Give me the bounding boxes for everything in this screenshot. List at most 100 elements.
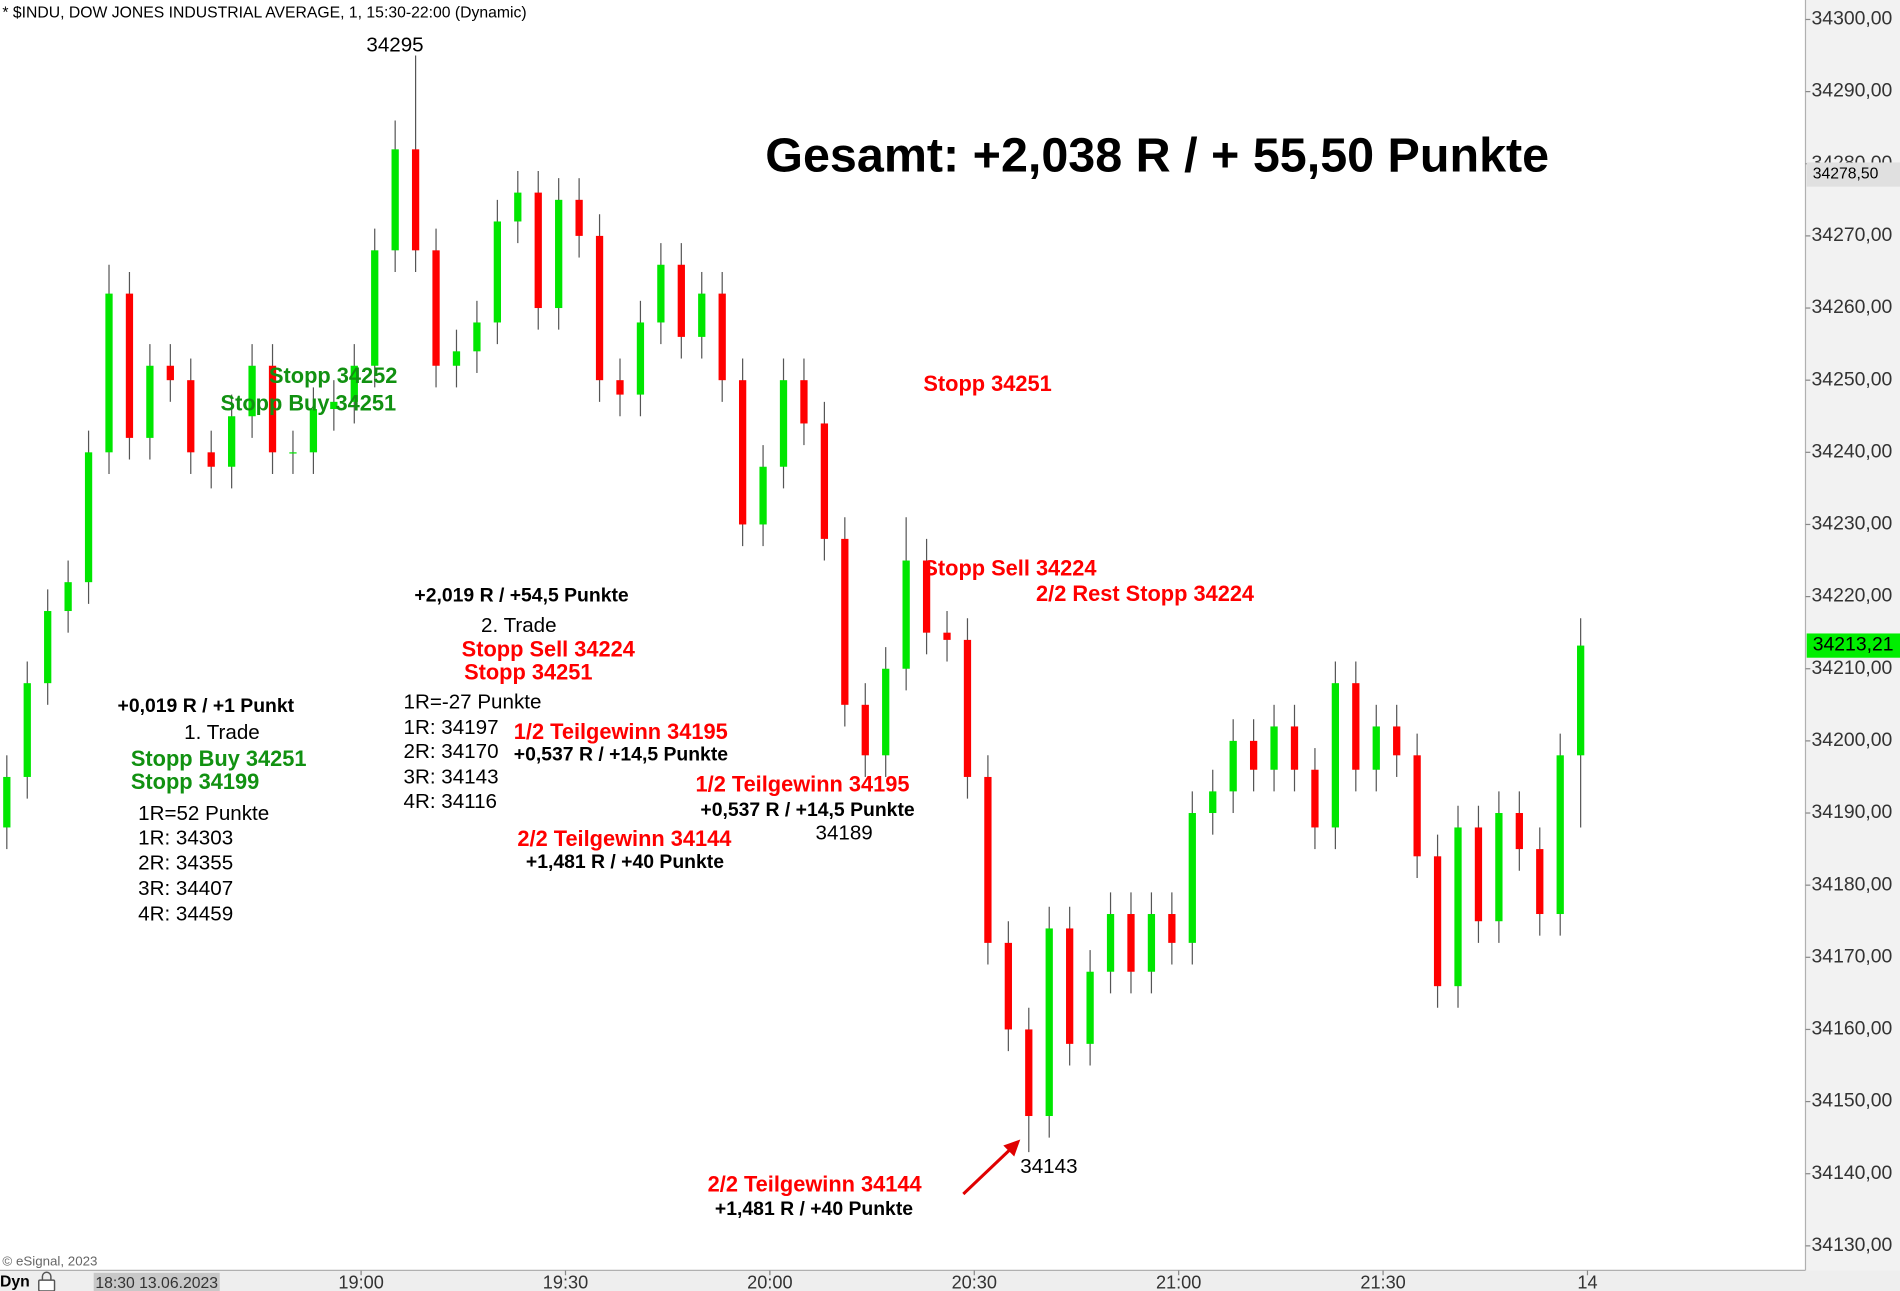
annotation: Stopp 34251: [464, 660, 592, 685]
candle-body: [1168, 914, 1176, 943]
y-tick-label: 34190,00: [1812, 801, 1893, 823]
annotation: +0,537 R / +14,5 Punkte: [700, 799, 915, 821]
candle-body: [779, 380, 788, 467]
x-tick-label: 19:00: [338, 1273, 383, 1291]
candle-body: [902, 560, 910, 669]
candle-body: [105, 293, 113, 453]
candle-body: [1127, 914, 1135, 972]
y-tick-label: 34210,00: [1812, 657, 1893, 679]
candle-body: [861, 704, 869, 756]
y-tick-label: 34150,00: [1812, 1090, 1893, 1112]
candle-body: [1352, 683, 1360, 770]
candle-body: [187, 380, 195, 453]
candle-body: [3, 776, 11, 828]
annotation: Stopp Buy 34251: [221, 391, 397, 416]
annotation: +0,537 R / +14,5 Punkte: [514, 743, 729, 765]
y-tick-label: 34180,00: [1812, 873, 1893, 895]
candle-body: [882, 668, 890, 756]
candle-body: [207, 452, 215, 467]
candle-body: [1209, 791, 1217, 814]
candle-body: [1454, 827, 1462, 987]
copyright: © eSignal, 2023: [2, 1253, 97, 1268]
annotation: +0,019 R / +1 Punkt: [118, 695, 295, 717]
cursor-label: 18:30 13.06.2023: [95, 1275, 218, 1291]
x-tick-label: 21:30: [1360, 1273, 1405, 1291]
x-tick-label: 19:30: [543, 1273, 588, 1291]
candle-body: [514, 192, 522, 222]
candle-body: [575, 199, 583, 236]
candle-body: [1229, 740, 1237, 792]
x-tick-label: 20:30: [952, 1273, 997, 1291]
candle-body: [166, 365, 174, 381]
candle-body: [473, 322, 481, 352]
annotation: 2/2 Teilgewinn 34144: [708, 1171, 922, 1196]
candle-body: [289, 452, 297, 454]
candle-body: [330, 401, 338, 410]
candle-body: [1025, 1029, 1033, 1117]
candle-body: [1290, 726, 1299, 770]
candle-body: [1188, 813, 1196, 943]
candle-body: [718, 293, 726, 381]
candle-body: [1474, 827, 1483, 922]
candle-body: [125, 293, 134, 438]
candle-body: [800, 380, 808, 424]
candle-body: [1066, 928, 1074, 1044]
price-marker-label: 34213,21: [1813, 634, 1894, 656]
annotation: +1,481 R / +40 Punkte: [715, 1198, 913, 1220]
mode-label: Dyn: [0, 1274, 30, 1291]
candle-body: [64, 582, 72, 612]
x-tick-label: 21:00: [1156, 1273, 1201, 1291]
annotation: 2. Trade: [481, 614, 557, 637]
candle-body: [1495, 813, 1503, 922]
candle-body: [943, 632, 951, 640]
price-marker: [1806, 633, 1900, 658]
candle-body: [1536, 849, 1544, 915]
annotation: +1,481 R / +40 Punkte: [526, 851, 724, 873]
arrow-head: [1003, 1139, 1021, 1157]
y-tick-label: 34270,00: [1812, 224, 1893, 246]
candle-body: [411, 149, 420, 251]
annotation: Stopp Sell 34224: [923, 555, 1096, 580]
candle-body: [841, 538, 849, 705]
y-tick-label: 34170,00: [1812, 945, 1893, 967]
price-marker-label: 34278,50: [1813, 166, 1879, 183]
candle-body: [1106, 914, 1115, 972]
x-tick-label: 20:00: [747, 1273, 792, 1291]
candle-body: [23, 683, 31, 777]
candle-body: [493, 221, 501, 323]
annotation: 1R: 34197: [404, 716, 499, 739]
annotation: 4R: 34459: [138, 903, 233, 926]
x-tick-label: 14: [1577, 1273, 1597, 1291]
annotation: 1/2 Teilgewinn 34195: [696, 771, 910, 796]
annotation: 3R: 34143: [404, 766, 499, 789]
candle-body: [1045, 928, 1053, 1117]
y-tick-label: 34240,00: [1812, 440, 1893, 462]
candle-body: [350, 365, 358, 402]
annotation: Stopp 34252: [269, 363, 397, 388]
y-tick-label: 34250,00: [1812, 368, 1893, 390]
y-tick-label: 34230,00: [1812, 513, 1893, 535]
candle-body: [698, 293, 706, 337]
candle-body: [820, 423, 829, 539]
candle-body: [1556, 755, 1564, 915]
candle-body: [759, 466, 767, 525]
candle-body: [963, 639, 972, 777]
annotation: 1R=52 Punkte: [138, 802, 269, 825]
candle-body: [146, 365, 154, 438]
chart-header: * $INDU, DOW JONES INDUSTRIAL AVERAGE, 1…: [2, 4, 526, 21]
chart-title: Gesamt: +2,038 R / + 55,50 Punkte: [765, 129, 1549, 183]
candle-body: [1270, 726, 1278, 770]
y-tick-label: 34200,00: [1812, 729, 1893, 751]
candle-body: [1393, 726, 1401, 756]
candle-body: [1372, 726, 1380, 770]
y-tick-label: 34220,00: [1812, 585, 1893, 607]
candle-body: [595, 235, 604, 381]
annotation: 1. Trade: [184, 721, 260, 744]
y-tick-label: 34300,00: [1812, 8, 1893, 30]
candle-body: [1249, 740, 1258, 770]
annotation: 34189: [815, 821, 872, 844]
annotation: Stopp Sell 34224: [462, 637, 635, 662]
annotation: 4R: 34116: [404, 790, 497, 813]
